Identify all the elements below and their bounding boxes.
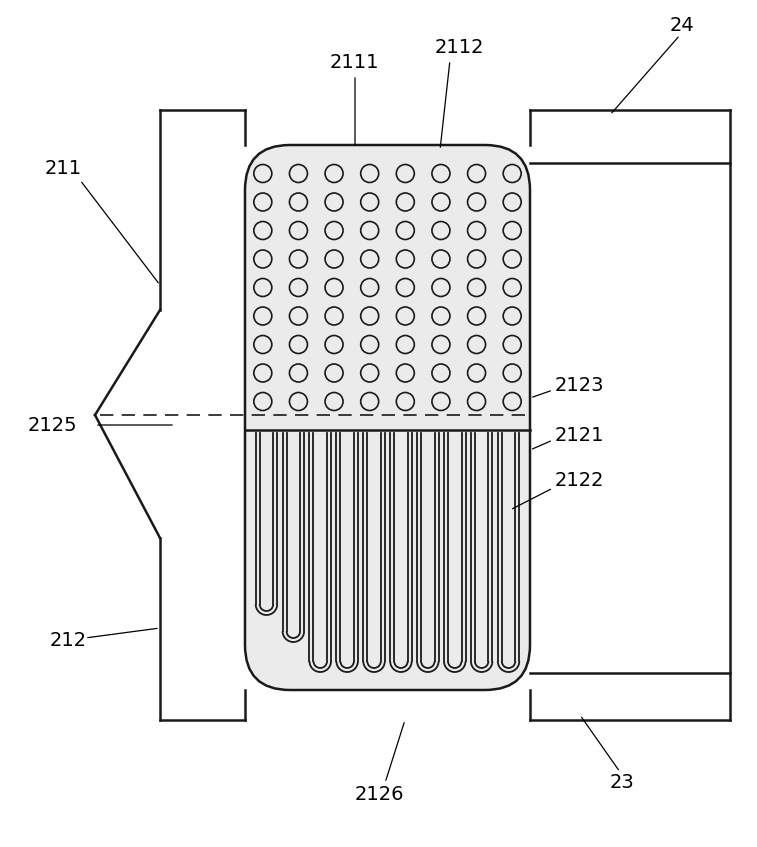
Text: 2112: 2112	[435, 37, 484, 57]
Text: 24: 24	[670, 15, 695, 35]
Text: 2126: 2126	[355, 785, 404, 805]
Text: 211: 211	[45, 158, 82, 178]
Text: 2122: 2122	[555, 470, 605, 490]
Text: 2111: 2111	[330, 53, 379, 71]
Text: 212: 212	[50, 630, 87, 650]
Text: 23: 23	[610, 772, 635, 791]
FancyBboxPatch shape	[245, 145, 530, 690]
Text: 2123: 2123	[555, 375, 605, 395]
Text: 2121: 2121	[555, 425, 605, 445]
Text: 2125: 2125	[28, 416, 78, 435]
